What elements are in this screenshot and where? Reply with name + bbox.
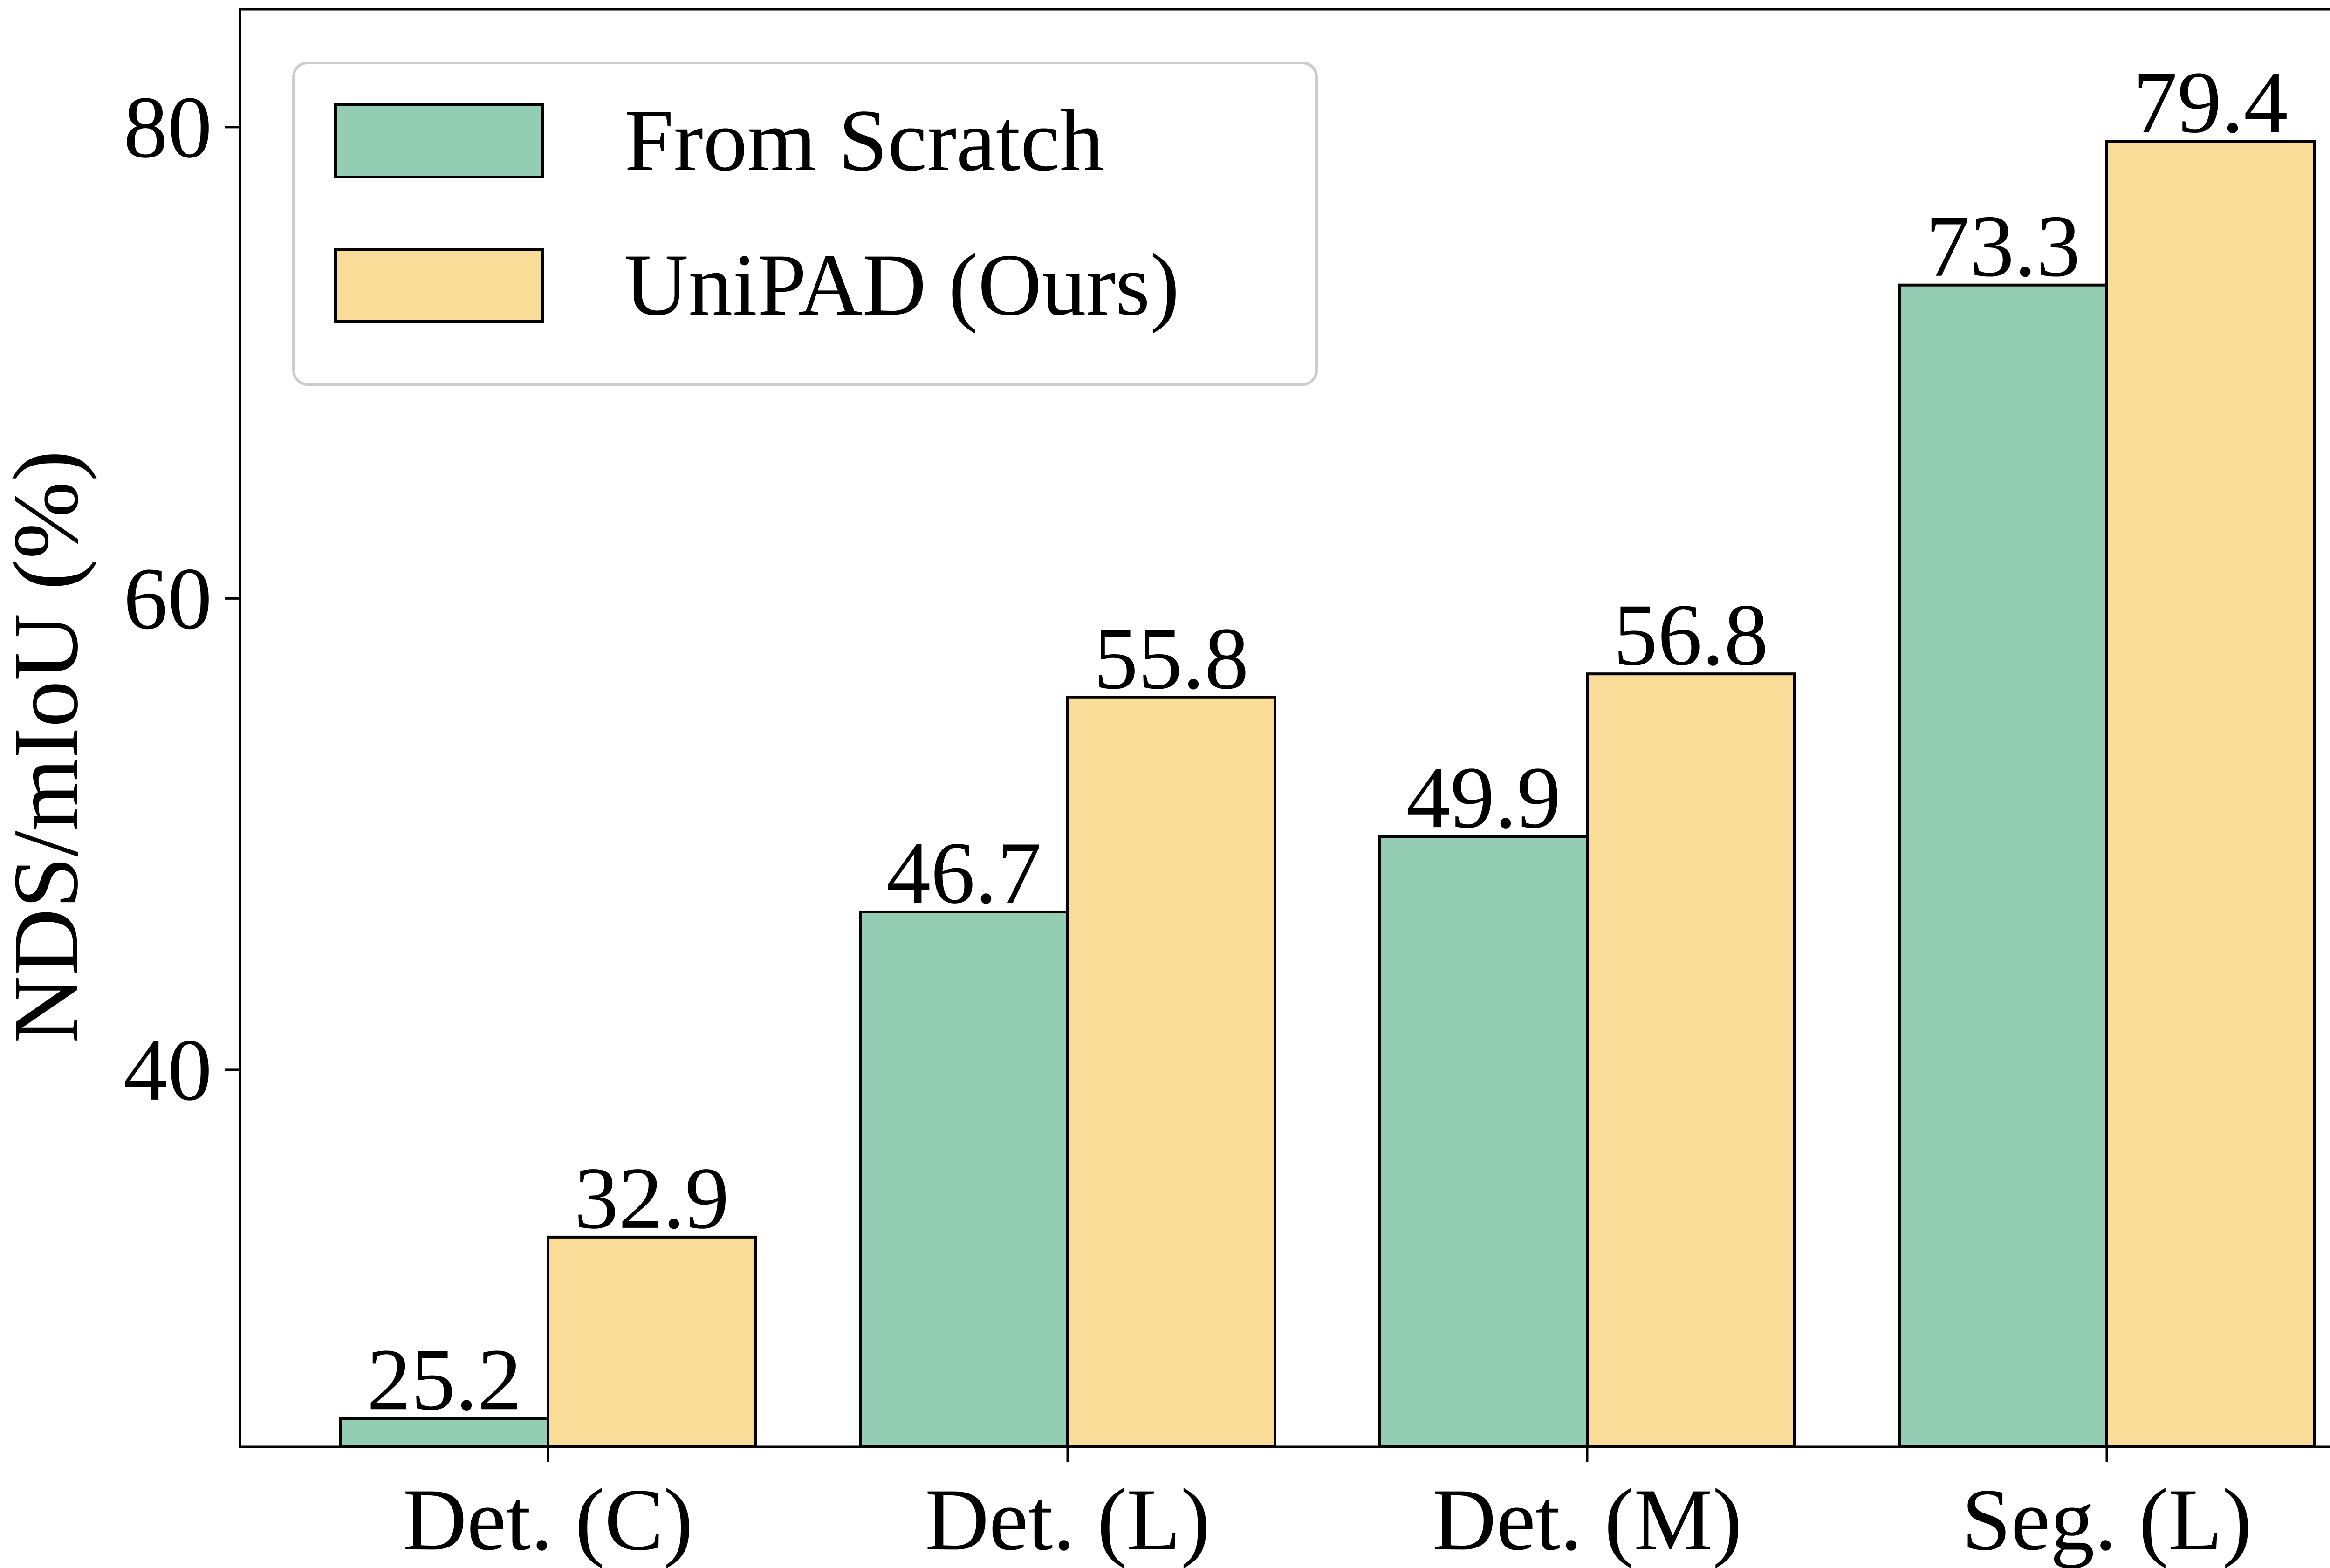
legend: From Scratch UniPAD (Ours) xyxy=(292,62,1318,386)
x-tick-label-det-m: Det. (M) xyxy=(1432,1471,1742,1568)
bar-from-scratch-det-c xyxy=(339,1417,549,1449)
value-label-from-scratch-seg-l: 73.3 xyxy=(1926,198,2081,295)
value-label-unipad-ours-det-l: 55.8 xyxy=(1094,610,1249,708)
bar-unipad-ours-det-m xyxy=(1586,672,1796,1448)
legend-swatch-from-scratch xyxy=(334,103,544,178)
legend-frame xyxy=(292,62,1318,386)
value-label-from-scratch-det-m: 49.9 xyxy=(1406,749,1561,847)
bar-unipad-ours-det-c xyxy=(547,1235,757,1449)
y-axis-title: NDS/mIoU (%) xyxy=(0,450,97,1043)
y-tick-label-60: 60 xyxy=(123,550,212,648)
value-label-unipad-ours-det-m: 56.8 xyxy=(1613,586,1768,684)
x-tick-label-det-l: Det. (L) xyxy=(925,1471,1210,1568)
plot-area-frame xyxy=(239,8,2330,1448)
bar-unipad-ours-seg-l xyxy=(2105,140,2316,1448)
legend-label-from-scratch: From Scratch xyxy=(624,92,1104,190)
y-tick-label-80: 80 xyxy=(123,79,212,177)
x-tick-label-det-c: Det. (C) xyxy=(403,1471,693,1568)
bar-from-scratch-det-l xyxy=(859,910,1069,1448)
bar-from-scratch-det-m xyxy=(1378,835,1589,1448)
value-labels-layer: 25.2 46.7 49.9 73.3 32.9 55.8 56.8 79.4 xyxy=(367,54,2288,1429)
bars-layer xyxy=(339,140,2316,1449)
value-label-from-scratch-det-l: 46.7 xyxy=(886,824,1042,922)
value-label-unipad-ours-seg-l: 79.4 xyxy=(2133,54,2288,151)
axis-layer: 40 60 80 Det. (C) Det. (L) Det. (M) Seg. (L) xyxy=(123,79,2252,1568)
value-label-from-scratch-det-c: 25.2 xyxy=(367,1331,522,1429)
y-tick-label-40: 40 xyxy=(123,1021,212,1119)
legend-swatch-unipad-ours xyxy=(334,248,544,323)
value-label-unipad-ours-det-c: 32.9 xyxy=(574,1150,729,1247)
legend-label-unipad-ours: UniPAD (Ours) xyxy=(624,236,1179,334)
bar-unipad-ours-det-l xyxy=(1066,696,1276,1448)
x-tick-label-seg-l: Seg. (L) xyxy=(1962,1471,2252,1568)
bar-from-scratch-seg-l xyxy=(1898,283,2108,1448)
